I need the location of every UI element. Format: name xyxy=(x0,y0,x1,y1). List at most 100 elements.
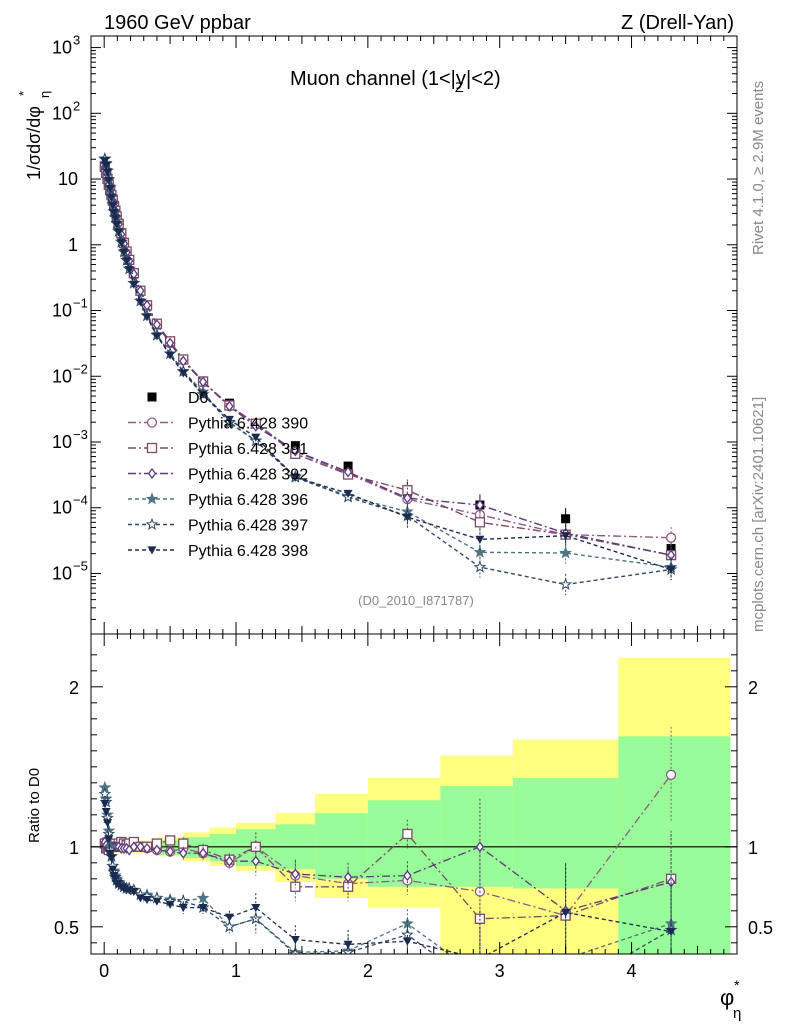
upper-series-p391 xyxy=(99,161,677,566)
mcplots-label: mcplots.cern.ch [arXiv:2401.10621] xyxy=(750,397,767,632)
upper-ytick-exponent: −1 xyxy=(73,296,88,311)
band-inner-bin xyxy=(315,813,368,879)
ratio-point-p398 xyxy=(561,908,571,917)
upper-point-p398 xyxy=(142,313,152,322)
legend: D0 Pythia 6.428 390 Pythia 6.428 391 Pythia… xyxy=(128,390,308,560)
upper-ytick-label: 10 xyxy=(52,498,72,518)
xtick-label: 1 xyxy=(231,961,241,981)
upper-ytick-exponent: 3 xyxy=(73,33,80,48)
upper-point-p398 xyxy=(106,193,116,202)
upper-ytick-label: 10 xyxy=(52,103,72,123)
band-inner-bin xyxy=(618,736,731,954)
xlabel-superscript: * xyxy=(734,977,740,993)
legend-label: Pythia 6.428 392 xyxy=(188,467,308,484)
ratio-point-p398 xyxy=(152,897,162,906)
upper-point-p396 xyxy=(473,545,487,558)
xlabel-main: φ xyxy=(720,985,734,1010)
ratio-point-p397 xyxy=(98,787,112,800)
band-inner-bin xyxy=(440,786,513,887)
lower-ytick-label-right: 1 xyxy=(748,838,758,858)
upper-point-p398 xyxy=(102,168,112,177)
upper-point-p398 xyxy=(475,535,485,544)
upper-point-p398 xyxy=(402,513,412,522)
upper-ytick-label: 10 xyxy=(52,432,72,452)
ratio-point-p391 xyxy=(402,828,413,840)
ratio-point-p392 xyxy=(129,841,139,853)
xtick-label: 0 xyxy=(99,961,109,981)
upper-point-p398 xyxy=(101,162,111,171)
ratio-point-p392 xyxy=(343,871,353,883)
ratio-point-p392 xyxy=(152,844,162,856)
legend-entry-p392: Pythia 6.428 392 xyxy=(128,467,308,484)
legend-marker-p390 xyxy=(146,417,158,428)
ratio-point-p396 xyxy=(475,971,485,981)
upper-point-p396 xyxy=(559,546,573,559)
legend-entry-p397: Pythia 6.428 397 xyxy=(128,518,308,535)
upper-point-p398 xyxy=(198,390,208,399)
ratio-point-p397 xyxy=(288,947,302,954)
xlabel-subscript: η xyxy=(733,1005,741,1022)
svg-text:Muon channel (1<|y: Muon channel (1<|y xyxy=(290,68,466,90)
ratio-point-p392 xyxy=(291,868,300,880)
lower-ytick-label-right: 2 xyxy=(748,678,758,698)
ratio-point-p392 xyxy=(198,847,208,859)
svg-text:η: η xyxy=(37,91,52,98)
upper-point-p391 xyxy=(474,517,486,528)
ratio-point-p397 xyxy=(561,986,571,996)
lower-ytick-label-right: 0.5 xyxy=(748,918,773,938)
ratio-point-p398 xyxy=(402,937,412,946)
legend-entry-p391: Pythia 6.428 391 xyxy=(128,441,308,458)
title-main: Muon channel (1<|y xyxy=(290,68,466,90)
xtick-label: 4 xyxy=(627,961,637,981)
upper-point-p398 xyxy=(666,565,676,574)
band-inner-bin xyxy=(367,800,441,887)
upper-ytick-exponent: −5 xyxy=(73,558,88,573)
upper-point-data xyxy=(343,461,353,471)
ratio-point-p398 xyxy=(100,800,110,809)
upper-point-p397 xyxy=(473,560,487,573)
ratio-point-p398 xyxy=(129,888,139,897)
ratio-point-p390 xyxy=(665,769,677,780)
ratio-point-p398 xyxy=(224,913,234,922)
ratio-point-p398 xyxy=(290,936,300,945)
legend-entry-p396: Pythia 6.428 396 xyxy=(128,492,308,509)
ratio-point-p398 xyxy=(343,940,353,949)
ratio-point-p391 xyxy=(178,838,189,849)
upper-series-p396 xyxy=(98,151,678,578)
ratio-point-p398 xyxy=(666,928,676,937)
upper-point-p392 xyxy=(225,400,234,412)
upper-point-p390 xyxy=(665,532,677,543)
upper-ytick-label: 10 xyxy=(52,563,72,583)
upper-point-p398 xyxy=(290,473,300,482)
ratio-point-p392 xyxy=(225,855,234,867)
legend-label: D0 xyxy=(188,390,209,407)
ratio-point-p392 xyxy=(179,847,188,859)
upper-point-p398 xyxy=(178,369,188,378)
upper-point-data xyxy=(666,543,676,553)
lower-ytick-label: 1 xyxy=(69,838,79,858)
upper-series-p398 xyxy=(100,157,676,581)
legend-marker-p396 xyxy=(145,492,159,505)
upper-point-p398 xyxy=(122,257,132,266)
upper-point-p397 xyxy=(559,577,573,590)
ratio-point-p398 xyxy=(135,894,145,903)
upper-ytick-label: 10 xyxy=(52,38,72,58)
upper-ytick-exponent: −2 xyxy=(73,361,88,376)
upper-point-p398 xyxy=(251,433,261,442)
svg-text:*: * xyxy=(16,91,31,96)
legend-marker-p392 xyxy=(147,467,157,480)
ratio-point-p398 xyxy=(165,900,175,909)
ratio-point-p398 xyxy=(110,875,120,884)
title-end: |<2) xyxy=(466,68,501,90)
legend-entry-p390: Pythia 6.428 390 xyxy=(128,416,308,433)
legend-label: Pythia 6.428 397 xyxy=(188,518,308,535)
legend-label: Pythia 6.428 391 xyxy=(188,441,308,458)
upper-point-p398 xyxy=(110,214,120,223)
legend-label: Pythia 6.428 398 xyxy=(188,543,308,560)
svg-text:1/σdσ/dφ: 1/σdσ/dφ xyxy=(24,106,44,180)
upper-point-p398 xyxy=(116,238,126,248)
ratio-point-p398 xyxy=(178,904,188,913)
legend-entry-data: D0 xyxy=(147,390,209,407)
ratio-point-p397 xyxy=(401,928,414,941)
